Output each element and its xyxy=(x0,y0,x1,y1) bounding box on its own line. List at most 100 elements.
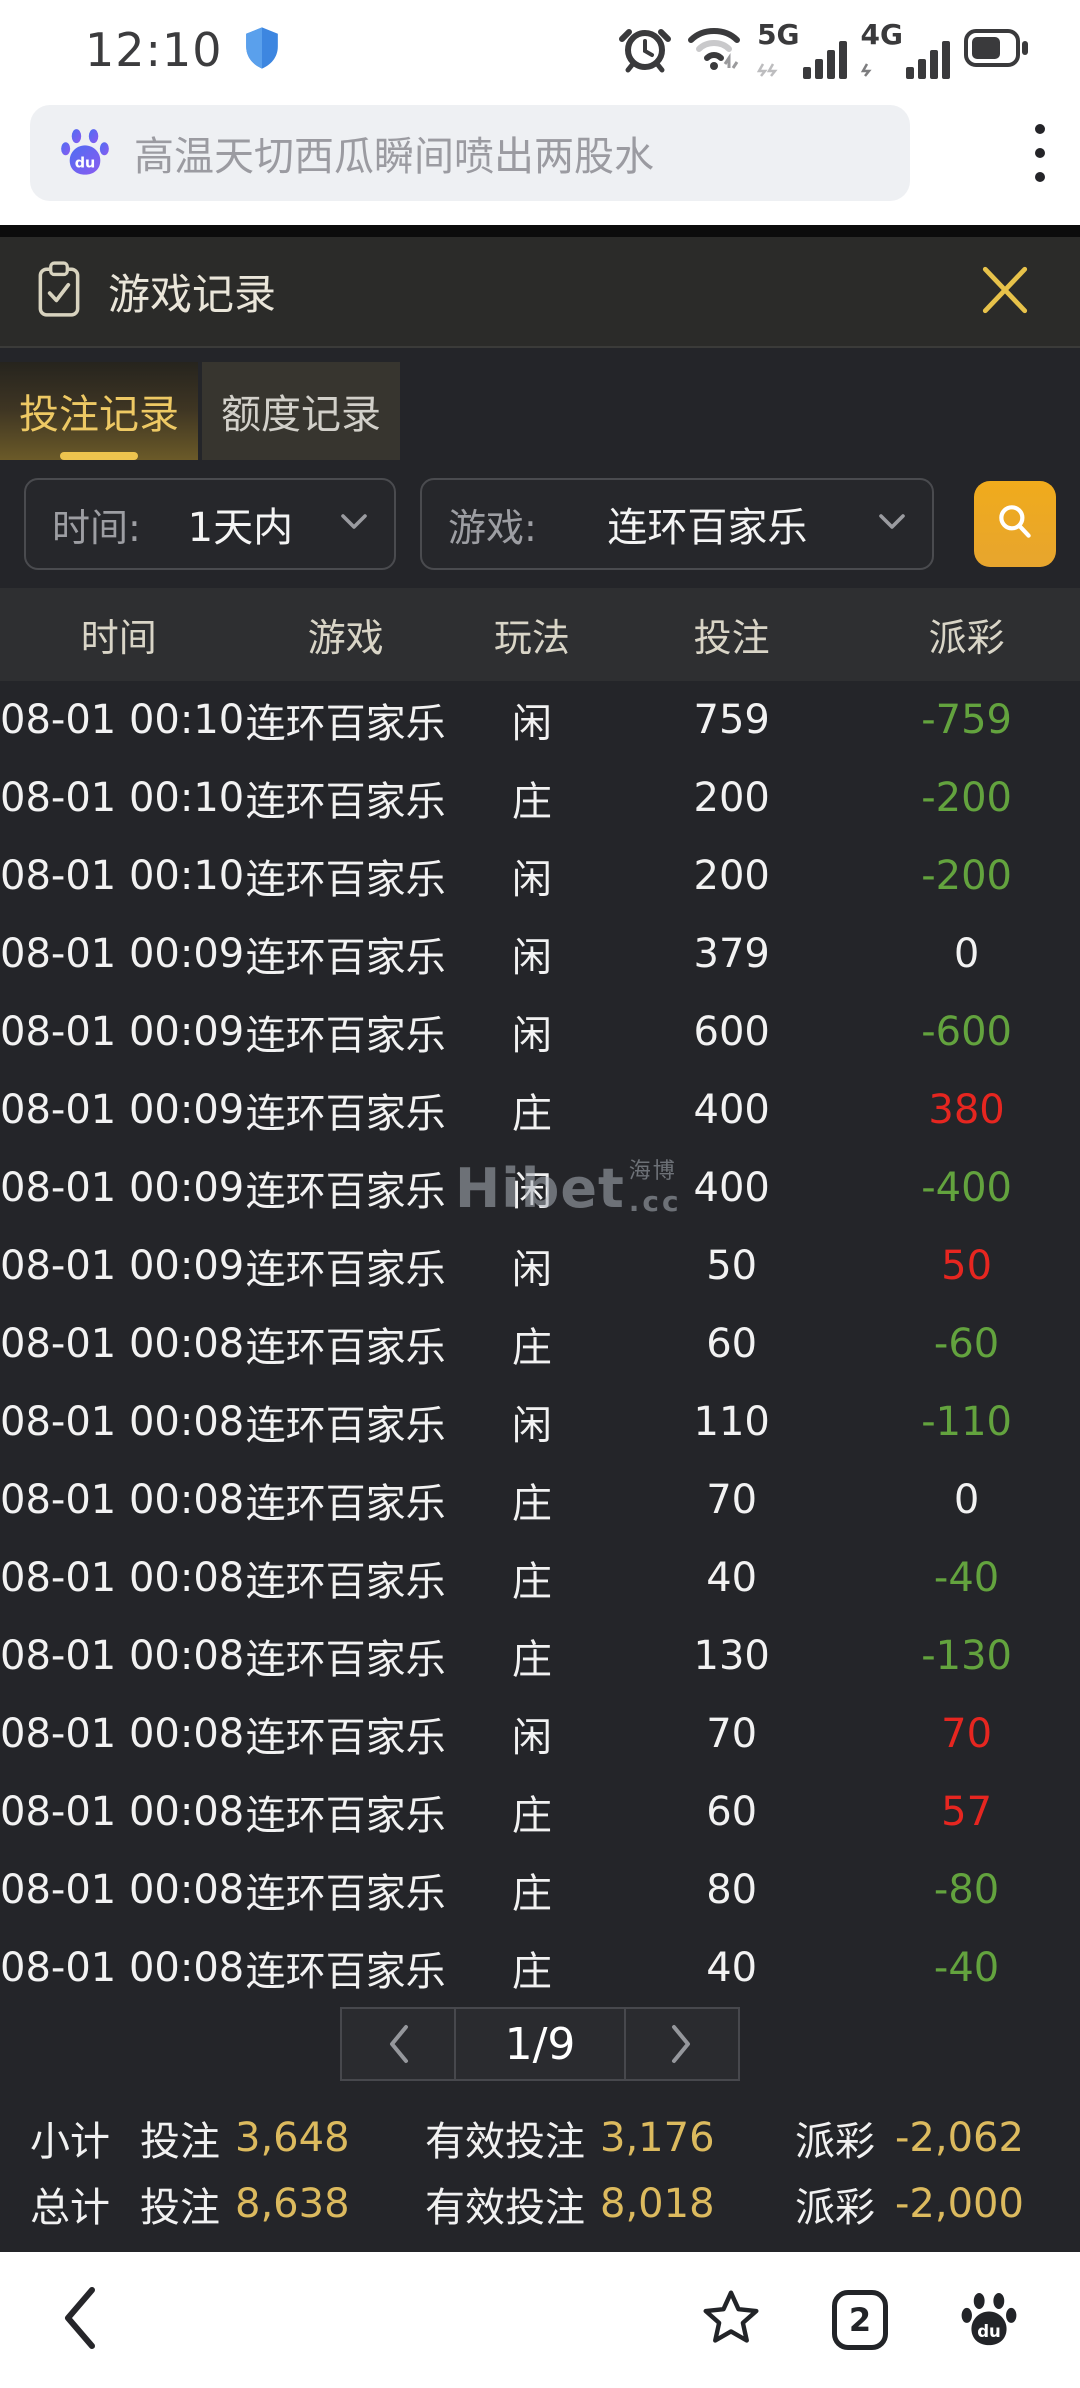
chevron-down-icon xyxy=(340,513,368,535)
browser-bottom-bar: 2 du xyxy=(0,2252,1080,2388)
close-icon[interactable] xyxy=(978,263,1032,321)
table-rows: Hibet 海博 .cc 08-01 00:10 连环百家乐闲 759 -759 08-… xyxy=(0,681,1080,2007)
cell-play: 闲 xyxy=(511,857,552,903)
tab-count-button[interactable]: 2 xyxy=(832,2290,888,2350)
table-row: 08-01 00:09 连环百家乐 闲 379 0 xyxy=(0,915,1080,993)
next-page-button[interactable] xyxy=(626,2007,740,2081)
modal-header: 游戏记录 xyxy=(0,237,1080,348)
table-row: 08-01 00:09 连环百家乐 庄 400 380 xyxy=(0,1071,1080,1149)
total-row: 总计 投注 8,638 有效投注 8,018 派彩 -2,000 xyxy=(30,2181,1024,2231)
cell-bet: 130 xyxy=(693,1633,770,1679)
table-row: 08-01 00:09 连环百家乐 闲 600 -600 xyxy=(0,993,1080,1071)
table-row: 08-01 00:10 连环百家乐 庄 200 -200 xyxy=(0,759,1080,837)
cell-bet: 40 xyxy=(706,1945,758,1991)
search-submit-button[interactable] xyxy=(974,481,1056,567)
cell-play: 庄 xyxy=(511,1637,552,1683)
record-tabs: 投注记录 额度记录 xyxy=(0,348,1080,460)
cell-play: 闲 xyxy=(511,1013,552,1059)
cell-payout: -130 xyxy=(921,1633,1012,1679)
baidu-paw-icon[interactable]: du xyxy=(958,2287,1020,2353)
cell-game: 连环百家乐 xyxy=(245,1403,446,1449)
tab-quota-records[interactable]: 额度记录 xyxy=(202,362,400,460)
time-filter-label: 时间: xyxy=(52,505,141,550)
cell-payout: -40 xyxy=(933,1945,1000,1991)
header-game: 游戏 xyxy=(307,616,384,660)
cell-play: 庄 xyxy=(511,1325,552,1371)
cell-payout: 70 xyxy=(941,1711,993,1757)
table-row: 08-01 00:08 连环百家乐 庄 130 -130 xyxy=(0,1617,1080,1695)
cell-time: 08-01 00:08 xyxy=(0,1711,245,1757)
browser-search-row: du 高温天切西瓜瞬间喷出两股水 xyxy=(0,90,1080,225)
cell-play: 庄 xyxy=(511,1481,552,1527)
search-input[interactable]: du 高温天切西瓜瞬间喷出两股水 xyxy=(30,104,910,201)
cell-play: 庄 xyxy=(511,1871,552,1917)
cell-play: 闲 xyxy=(511,1715,552,1761)
cell-time: 08-01 00:08 xyxy=(0,1789,245,1835)
header-bet: 投注 xyxy=(693,616,770,660)
cell-play: 闲 xyxy=(511,701,552,747)
cell-time: 08-01 00:09 xyxy=(0,1243,245,1289)
cell-time: 08-01 00:08 xyxy=(0,1399,245,1445)
table-row: 08-01 00:08 连环百家乐 庄 80 -80 xyxy=(0,1851,1080,1929)
cell-game: 连环百家乐 xyxy=(245,1559,446,1605)
signal-5g-icon: 5G xyxy=(757,21,847,79)
cell-bet: 40 xyxy=(706,1555,758,1601)
cell-bet: 400 xyxy=(693,1087,770,1133)
cell-play: 闲 xyxy=(511,1169,552,1215)
cell-payout: -60 xyxy=(933,1321,1000,1367)
modal-top-strip xyxy=(0,225,1080,237)
cell-payout: -40 xyxy=(933,1555,1000,1601)
cell-game: 连环百家乐 xyxy=(245,1715,446,1761)
cell-bet: 60 xyxy=(706,1321,758,1367)
cell-game: 连环百家乐 xyxy=(245,935,446,981)
summary-section: 小计 投注 3,648 有效投注 3,176 派彩 -2,062 总计 投注 8… xyxy=(0,2095,1080,2252)
prev-page-button[interactable] xyxy=(340,2007,454,2081)
cell-payout: -400 xyxy=(921,1165,1012,1211)
cell-payout: -200 xyxy=(921,853,1012,899)
cell-time: 08-01 00:08 xyxy=(0,1477,245,1523)
cell-game: 连环百家乐 xyxy=(245,1793,446,1839)
cell-bet: 110 xyxy=(693,1399,770,1445)
page-indicator: 1/9 xyxy=(454,2007,626,2081)
tab-bet-records[interactable]: 投注记录 xyxy=(0,362,198,460)
table-row: 08-01 00:09 连环百家乐 闲 400 -400 xyxy=(0,1149,1080,1227)
cell-bet: 400 xyxy=(693,1165,770,1211)
cell-time: 08-01 00:08 xyxy=(0,1321,245,1367)
table-row: 08-01 00:08 连环百家乐 庄 60 -60 xyxy=(0,1305,1080,1383)
cell-payout: 57 xyxy=(941,1789,993,1835)
time-filter-value: 1天内 xyxy=(187,505,294,551)
cell-time: 08-01 00:09 xyxy=(0,931,245,977)
header-time: 时间 xyxy=(80,616,157,660)
back-icon[interactable] xyxy=(60,2285,100,2355)
baidu-paw-icon: du xyxy=(58,124,112,182)
cell-payout: -200 xyxy=(921,775,1012,821)
game-filter-dropdown[interactable]: 游戏: 连环百家乐 xyxy=(420,478,934,570)
table-row: 08-01 00:08 连环百家乐 闲 70 70 xyxy=(0,1695,1080,1773)
cell-play: 庄 xyxy=(511,1091,552,1137)
chevron-down-icon xyxy=(878,513,906,535)
table-row: 08-01 00:08 连环百家乐 庄 70 0 xyxy=(0,1461,1080,1539)
wifi-icon xyxy=(685,22,743,78)
game-records-modal: 游戏记录 投注记录 额度记录 时间: 1天内 游戏: 连环百家乐 xyxy=(0,225,1080,2252)
star-icon[interactable] xyxy=(700,2287,762,2353)
pagination: 1/9 xyxy=(0,2007,1080,2095)
cell-payout: 0 xyxy=(953,1477,980,1523)
cell-bet: 60 xyxy=(706,1789,758,1835)
cell-game: 连环百家乐 xyxy=(245,1091,446,1137)
cell-play: 庄 xyxy=(511,1793,552,1839)
cell-play: 庄 xyxy=(511,1949,552,1995)
cell-game: 连环百家乐 xyxy=(245,1871,446,1917)
time-filter-dropdown[interactable]: 时间: 1天内 xyxy=(24,478,396,570)
header-payout: 派彩 xyxy=(928,616,1005,660)
subtotal-row: 小计 投注 3,648 有效投注 3,176 派彩 -2,062 xyxy=(30,2115,1024,2165)
cell-game: 连环百家乐 xyxy=(245,779,446,825)
table-row: 08-01 00:08 连环百家乐 庄 40 -40 xyxy=(0,1929,1080,2007)
cell-payout: 50 xyxy=(941,1243,993,1289)
svg-text:du: du xyxy=(977,2322,1001,2341)
cell-bet: 200 xyxy=(693,775,770,821)
cell-game: 连环百家乐 xyxy=(245,1481,446,1527)
table-row: 08-01 00:08 连环百家乐 庄 40 -40 xyxy=(0,1539,1080,1617)
filter-bar: 时间: 1天内 游戏: 连环百家乐 xyxy=(0,460,1080,588)
signal-4g-icon: 4G xyxy=(860,21,950,79)
browser-menu-button[interactable] xyxy=(1035,123,1045,182)
